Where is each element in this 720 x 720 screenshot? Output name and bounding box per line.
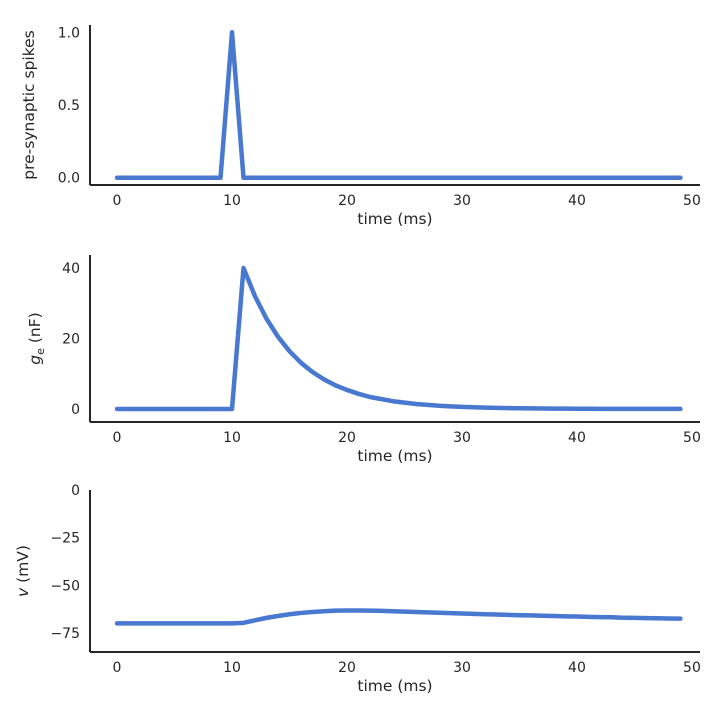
y-tick-label: 0.0 (58, 171, 80, 187)
x-tick-label: 0 (113, 430, 122, 446)
x-tick-label: 20 (338, 430, 356, 446)
data-line-presynaptic-spikes (114, 30, 683, 180)
y-tick-label: 1.0 (58, 25, 80, 41)
x-tick-label: 0 (113, 660, 122, 676)
x-tick-label: 20 (338, 660, 356, 676)
y-axis-label: pre-synaptic spikes (20, 30, 38, 180)
x-tick-label: 50 (683, 193, 701, 209)
x-tick-label: 0 (113, 193, 122, 209)
x-tick-label: 10 (223, 193, 241, 209)
y-tick-label: 0.5 (58, 98, 80, 114)
x-tick-label: 20 (338, 193, 356, 209)
x-tick-label: 10 (223, 430, 241, 446)
y-tick-label: −50 (50, 578, 80, 594)
y-tick-label: 20 (62, 332, 80, 348)
x-tick-label: 10 (223, 660, 241, 676)
axis-spines (89, 490, 700, 653)
y-axis-label: v (mV) (14, 545, 32, 597)
subplot-membrane-potential: 0 10 20 30 40 50 0 −25 −50 −75 time (ms) v (mV) (14, 483, 701, 695)
x-tick-label: 40 (568, 430, 586, 446)
subplot-presynaptic-spikes: 0 10 20 30 40 50 0.0 0.5 1.0 time (ms) pre-synapti… (20, 25, 701, 228)
x-tick-label: 40 (568, 193, 586, 209)
x-tick-label: 50 (683, 660, 701, 676)
x-tick-label: 30 (453, 430, 471, 446)
y-tick-label: 0 (71, 402, 80, 418)
axis-spines (89, 25, 700, 186)
x-axis-label: time (ms) (357, 447, 432, 465)
y-tick-label: −25 (50, 531, 80, 547)
axis-spines (89, 255, 700, 423)
y-tick-label: 0 (71, 483, 80, 499)
x-tick-label: 50 (683, 430, 701, 446)
x-axis-label: time (ms) (357, 677, 432, 695)
data-line-membrane-potential (114, 608, 683, 626)
subplot-excitatory-conductance: 0 10 20 30 40 50 0 20 40 time (ms) ge (nF) (26, 255, 701, 465)
x-tick-label: 40 (568, 660, 586, 676)
data-line-excitatory-conductance (114, 265, 683, 412)
x-axis-label: time (ms) (357, 210, 432, 228)
y-axis-label: ge (nF) (26, 312, 47, 364)
y-tick-label: −75 (50, 626, 80, 642)
y-tick-label: 40 (62, 261, 80, 277)
x-tick-label: 30 (453, 660, 471, 676)
x-tick-label: 30 (453, 193, 471, 209)
